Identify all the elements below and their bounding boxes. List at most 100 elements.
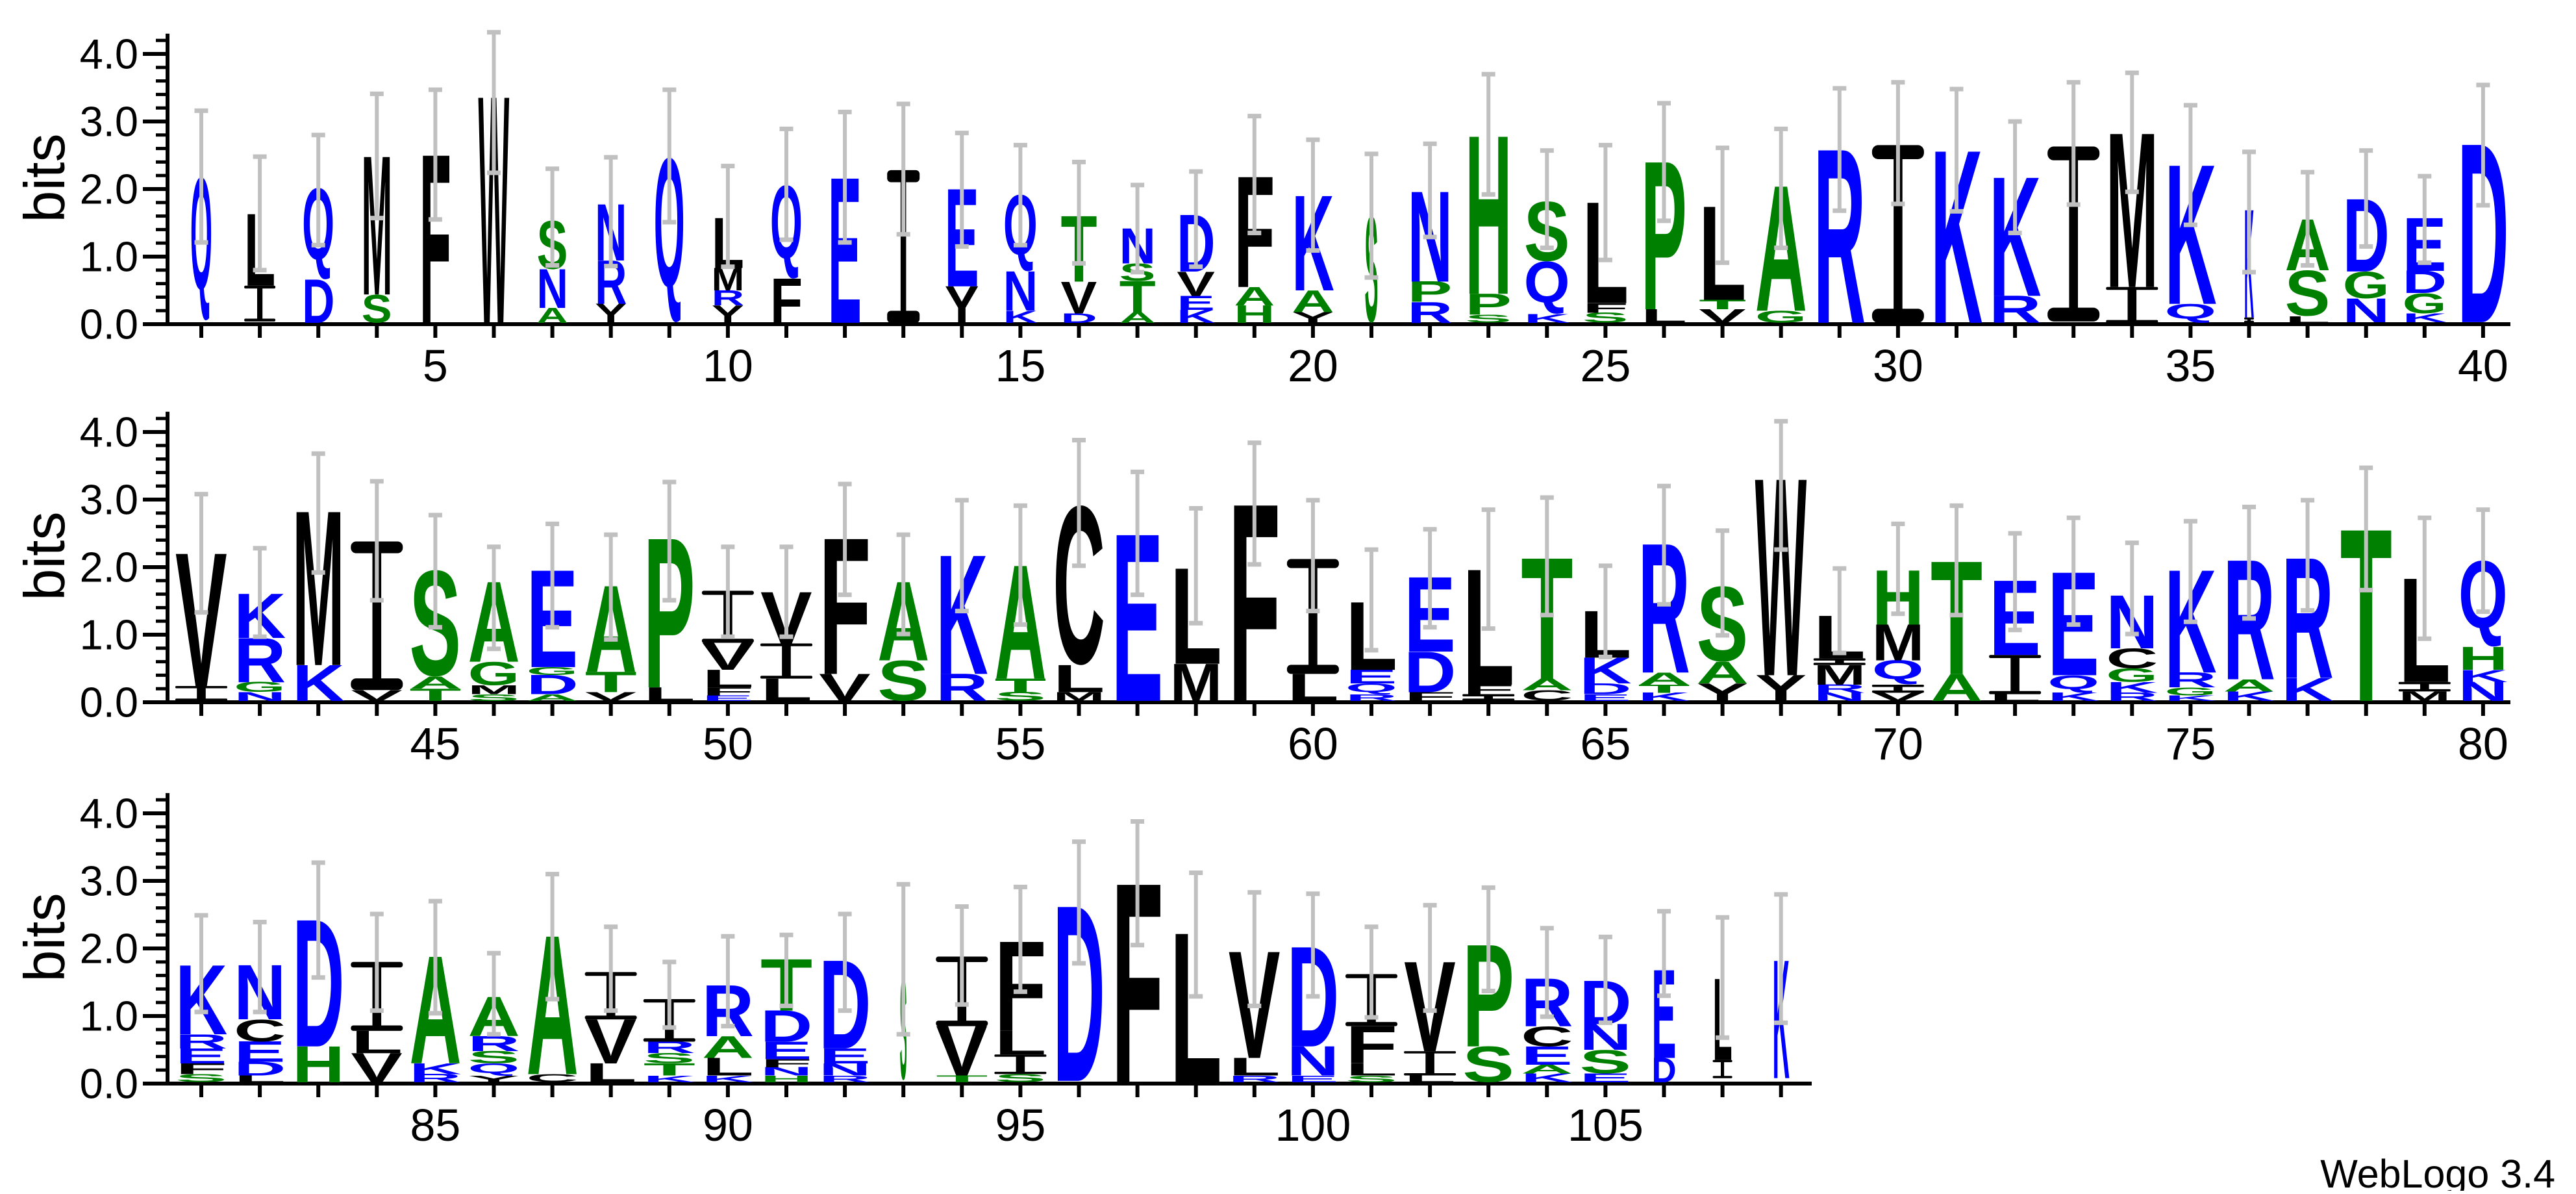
- svg-text:Q: Q: [1524, 250, 1570, 315]
- svg-text:L: L: [1345, 1060, 1397, 1079]
- svg-text:0.0: 0.0: [80, 1060, 138, 1108]
- svg-text:T: T: [1699, 297, 1746, 312]
- svg-text:T: T: [585, 665, 637, 698]
- svg-text:30: 30: [1873, 340, 1923, 391]
- svg-text:bits: bits: [12, 134, 77, 223]
- svg-text:L: L: [1641, 305, 1687, 327]
- svg-text:S: S: [644, 1050, 695, 1067]
- svg-text:4.0: 4.0: [80, 790, 138, 837]
- svg-text:G: G: [527, 665, 579, 678]
- svg-text:L: L: [1404, 1073, 1456, 1084]
- svg-text:K: K: [292, 654, 344, 712]
- svg-text:Y: Y: [595, 298, 627, 329]
- svg-text:L: L: [2285, 314, 2331, 325]
- svg-text:S: S: [877, 649, 929, 713]
- svg-text:Q: Q: [2047, 672, 2099, 693]
- svg-text:80: 80: [2458, 718, 2508, 769]
- svg-text:60: 60: [1288, 718, 1338, 769]
- svg-text:N: N: [1003, 260, 1038, 323]
- svg-text:L: L: [585, 1058, 637, 1088]
- svg-text:T: T: [409, 685, 461, 705]
- svg-text:K: K: [2106, 679, 2158, 696]
- svg-text:V: V: [1177, 264, 1215, 303]
- svg-text:Y: Y: [468, 1073, 520, 1084]
- svg-text:S: S: [468, 692, 520, 703]
- svg-text:A: A: [2223, 676, 2275, 695]
- svg-text:A: A: [702, 1030, 754, 1065]
- svg-text:L: L: [234, 1073, 286, 1084]
- svg-text:N: N: [1287, 1038, 1339, 1085]
- svg-text:20: 20: [1288, 340, 1338, 391]
- svg-text:bits: bits: [12, 512, 77, 601]
- svg-text:5: 5: [423, 340, 448, 391]
- svg-text:E: E: [175, 1044, 227, 1068]
- svg-text:L: L: [994, 1024, 1046, 1062]
- svg-text:F: F: [702, 685, 754, 698]
- svg-text:K: K: [1524, 312, 1570, 326]
- svg-text:K: K: [1521, 1071, 1573, 1085]
- svg-text:V: V: [1872, 691, 1924, 704]
- svg-text:A: A: [1697, 655, 1749, 691]
- svg-text:E: E: [1579, 692, 1631, 703]
- svg-text:E: E: [819, 1044, 871, 1068]
- svg-text:M: M: [1053, 689, 1105, 704]
- svg-text:A: A: [1931, 665, 1982, 709]
- svg-text:R: R: [819, 1073, 871, 1084]
- svg-text:Q: Q: [1345, 681, 1397, 694]
- svg-text:K: K: [1638, 691, 1690, 704]
- svg-text:C: C: [234, 1013, 286, 1048]
- svg-text:D: D: [1579, 680, 1631, 698]
- svg-text:G: G: [2343, 264, 2390, 307]
- svg-text:K: K: [702, 1073, 754, 1084]
- svg-text:2.0: 2.0: [80, 166, 138, 213]
- svg-text:R: R: [175, 1030, 227, 1053]
- svg-text:A: A: [1521, 675, 1573, 694]
- svg-text:F: F: [770, 266, 803, 337]
- svg-text:K: K: [2164, 694, 2216, 703]
- svg-text:R: R: [1814, 682, 1866, 695]
- svg-text:E: E: [1345, 666, 1397, 688]
- svg-text:V: V: [819, 666, 871, 710]
- svg-text:G: G: [1755, 307, 1807, 327]
- svg-text:D: D: [234, 1058, 286, 1080]
- svg-text:Y: Y: [1292, 309, 1334, 326]
- svg-text:Y: Y: [1697, 678, 1749, 707]
- svg-text:100: 100: [1275, 1100, 1351, 1150]
- svg-text:75: 75: [2165, 718, 2216, 769]
- svg-text:1.0: 1.0: [80, 233, 138, 281]
- svg-text:2.0: 2.0: [80, 925, 138, 972]
- svg-text:K: K: [409, 1060, 461, 1078]
- svg-text:K: K: [2223, 689, 2276, 704]
- svg-text:R: R: [936, 665, 988, 709]
- svg-text:S: S: [994, 1072, 1046, 1085]
- svg-text:WebLogo 3.4: WebLogo 3.4: [2320, 1152, 2555, 1191]
- svg-text:S: S: [2285, 257, 2331, 329]
- svg-text:D: D: [2403, 264, 2447, 299]
- svg-text:G: G: [468, 655, 520, 692]
- svg-text:C: C: [1521, 1021, 1573, 1052]
- svg-text:2.0: 2.0: [80, 544, 138, 591]
- svg-text:1.0: 1.0: [80, 611, 138, 659]
- svg-text:K: K: [1003, 307, 1038, 326]
- svg-text:0.0: 0.0: [80, 301, 138, 348]
- svg-text:H: H: [2458, 640, 2508, 677]
- svg-text:95: 95: [995, 1100, 1045, 1150]
- svg-text:M: M: [468, 683, 520, 697]
- svg-text:A: A: [1119, 309, 1156, 327]
- svg-text:S: S: [1462, 1037, 1514, 1093]
- svg-text:Y: Y: [712, 299, 744, 328]
- svg-text:4.0: 4.0: [80, 409, 138, 456]
- svg-text:F: F: [175, 1060, 227, 1078]
- svg-text:N: N: [1814, 691, 1866, 704]
- svg-text:E: E: [702, 694, 754, 703]
- svg-text:F: F: [1582, 300, 1629, 316]
- svg-text:P: P: [1465, 287, 1512, 321]
- svg-text:Q: Q: [468, 1061, 520, 1076]
- svg-text:40: 40: [2458, 340, 2508, 391]
- svg-text:K: K: [644, 1073, 695, 1084]
- svg-text:T: T: [994, 674, 1046, 696]
- svg-text:15: 15: [995, 340, 1045, 391]
- svg-text:65: 65: [1580, 718, 1631, 769]
- svg-text:E: E: [234, 1035, 286, 1069]
- svg-text:S: S: [362, 286, 392, 331]
